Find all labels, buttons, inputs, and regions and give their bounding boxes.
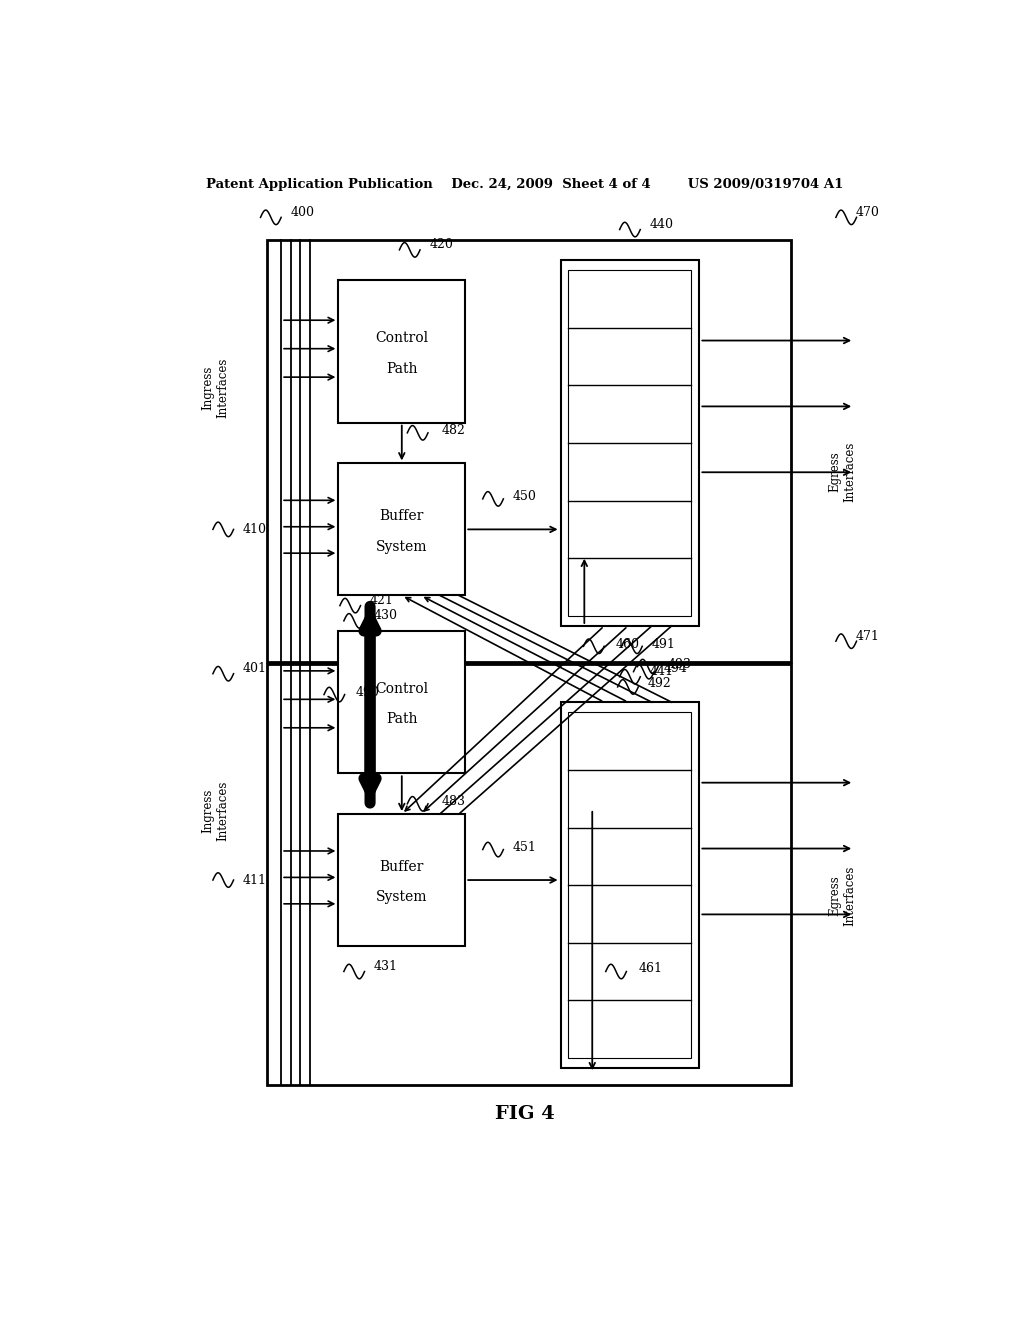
Text: Patent Application Publication    Dec. 24, 2009  Sheet 4 of 4        US 2009/031: Patent Application Publication Dec. 24, … [206,178,844,191]
Text: 491: 491 [652,638,676,651]
Bar [338,814,465,946]
Text: 482: 482 [441,424,465,437]
Bar [568,271,691,615]
Bar [267,664,791,1085]
Text: Control: Control [375,682,428,696]
Bar [338,631,465,774]
Text: 451: 451 [513,841,537,854]
Text: 460: 460 [616,638,640,651]
Text: 494: 494 [664,663,687,675]
Text: Egress
Interfaces: Egress Interfaces [828,441,856,502]
Text: Path: Path [386,362,418,376]
Text: 493: 493 [668,659,691,671]
Text: System: System [376,540,428,553]
Text: 450: 450 [513,490,537,503]
Text: Ingress
Interfaces: Ingress Interfaces [202,781,229,841]
Text: 420: 420 [430,239,454,251]
Text: 430: 430 [374,610,398,622]
Bar [560,702,699,1068]
Text: 471: 471 [856,630,880,643]
Text: 400: 400 [291,206,314,219]
Bar [267,240,791,661]
Text: 411: 411 [243,874,267,887]
Text: 421: 421 [370,594,394,607]
Bar [568,713,691,1057]
Text: System: System [376,890,428,904]
Text: 492: 492 [648,677,672,690]
Bar [338,280,465,422]
Bar [560,260,699,626]
Text: Egress
Interfaces: Egress Interfaces [828,866,856,925]
Text: Control: Control [375,331,428,346]
Text: 401: 401 [243,663,267,675]
Text: 441: 441 [650,665,674,678]
Bar [338,463,465,595]
Text: 470: 470 [856,206,880,219]
Text: 431: 431 [374,960,398,973]
Text: 461: 461 [638,962,663,975]
Text: Ingress
Interfaces: Ingress Interfaces [202,358,229,417]
Text: 410: 410 [243,523,267,536]
Text: Path: Path [386,713,418,726]
Text: FIG 4: FIG 4 [495,1105,555,1123]
Text: Buffer: Buffer [380,859,424,874]
Text: 483: 483 [441,795,466,808]
Text: Buffer: Buffer [380,510,424,523]
Text: 440: 440 [650,218,674,231]
Text: 490: 490 [355,686,380,700]
